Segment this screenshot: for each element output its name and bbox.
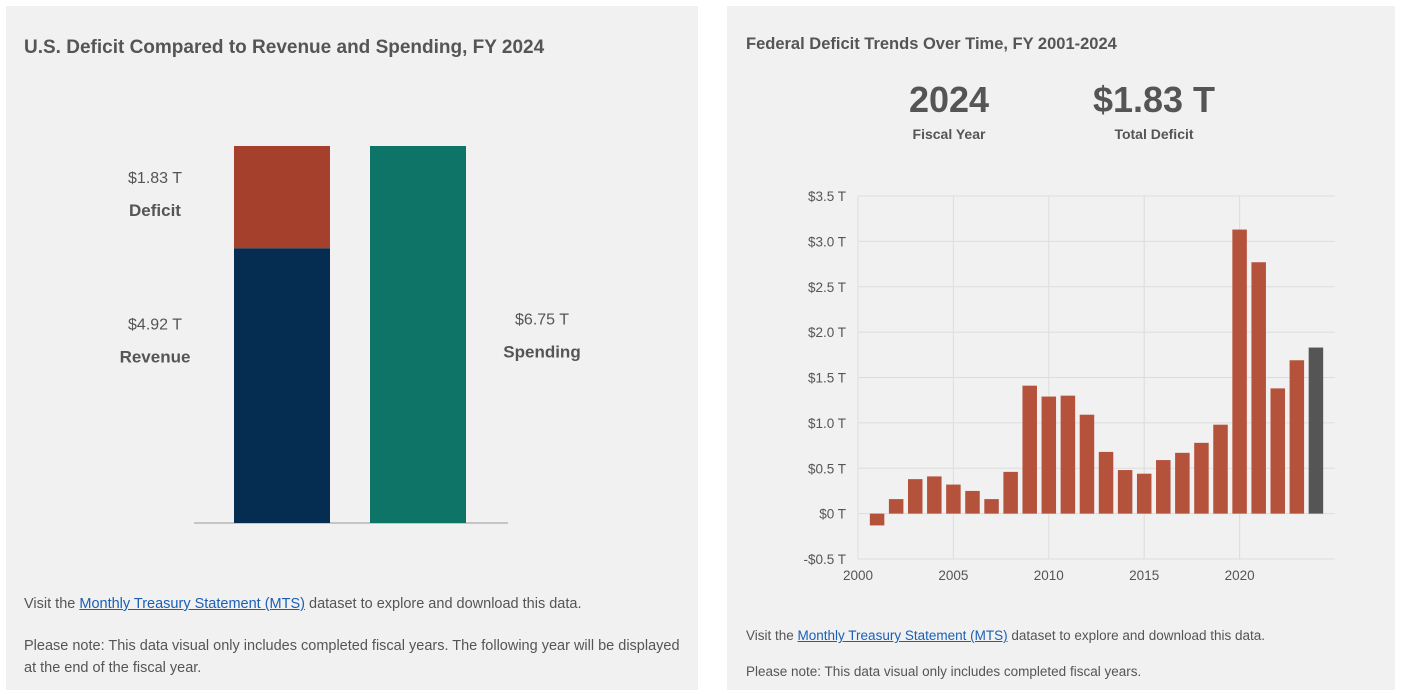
total-deficit-value: $1.83 T [1093,79,1215,120]
deficit-bar-2021[interactable] [1251,262,1266,514]
deficit-bar-2011[interactable] [1060,395,1076,514]
deficit-bar-2022[interactable] [1270,388,1286,514]
left-source-note: Visit the Monthly Treasury Statement (MT… [24,593,684,615]
deficit-trends-chart: 2024 Fiscal Year $1.83 T Total Deficit -… [803,79,1335,583]
right-mts-link[interactable]: Monthly Treasury Statement (MTS) [797,628,1008,643]
right-completed-years-note: Please note: This data visual only inclu… [746,664,1142,679]
deficit-bar-2018[interactable] [1194,442,1209,514]
deficit-bar-2002[interactable] [888,499,904,514]
deficit-bar-2004[interactable] [927,476,942,514]
deficit-bar-2008[interactable] [1003,471,1018,514]
deficit-bar-2009[interactable] [1022,385,1037,514]
deficit-bar-2010[interactable] [1041,396,1057,514]
spending-name-label: Spending [503,343,580,362]
deficit-trends-title: Federal Deficit Trends Over Time, FY 200… [746,35,1117,53]
left-note-prefix: Visit the [24,596,80,612]
revenue-name-label: Revenue [120,348,191,367]
deficit-bar-2020[interactable] [1232,229,1247,514]
y-tick-label: $0 T [819,507,846,522]
fiscal-year-label: Fiscal Year [913,126,986,142]
y-tick-label: $3.0 T [808,234,846,249]
y-tick-label: $1.5 T [808,371,846,386]
deficit-comparison-chart: $1.83 T Deficit $4.92 T Revenue $6.75 T Spend… [120,146,581,524]
deficit-bar-2003[interactable] [907,479,923,514]
deficit-bar-2017[interactable] [1175,452,1190,514]
spending-value-label: $6.75 T [515,312,569,329]
bar-deficit [234,146,330,249]
y-tick-label: $0.5 T [808,461,846,476]
y-tick-label: -$0.5 T [803,552,846,567]
fiscal-year-value: 2024 [909,79,989,120]
left-note-suffix: dataset to explore and download this dat… [304,596,582,612]
x-tick-label: 2015 [1129,568,1159,583]
deficit-comparison-panel: U.S. Deficit Compared to Revenue and Spe… [6,6,698,690]
deficit-bar-2024[interactable] [1308,347,1324,514]
deficit-bar-2016[interactable] [1156,460,1171,514]
bar-revenue [234,248,330,523]
deficit-bar-2012[interactable] [1079,414,1095,514]
deficit-bar-2015[interactable] [1136,473,1152,514]
deficit-name-label: Deficit [129,201,181,220]
deficit-trends-panel: Federal Deficit Trends Over Time, FY 200… [727,6,1395,690]
deficit-bar-2023[interactable] [1289,360,1305,514]
revenue-value-label: $4.92 T [128,317,182,334]
deficit-bar-2007[interactable] [984,499,999,514]
y-tick-label: $2.0 T [808,325,846,340]
deficit-bar-2014[interactable] [1117,470,1133,514]
right-source-note: Visit the Monthly Treasury Statement (MT… [746,625,1386,647]
deficit-bar-2006[interactable] [965,490,980,514]
x-tick-label: 2020 [1225,568,1255,583]
y-tick-label: $3.5 T [808,189,846,204]
left-completed-years-note: Please note: This data visual only inclu… [24,638,680,676]
right-note-prefix: Visit the [746,628,798,643]
y-tick-label: $1.0 T [808,416,846,431]
deficit-value-label: $1.83 T [128,170,182,187]
x-tick-label: 2005 [938,568,968,583]
deficit-bar-2013[interactable] [1098,451,1114,514]
x-tick-label: 2000 [843,568,873,583]
deficit-comparison-title: U.S. Deficit Compared to Revenue and Spe… [24,37,545,58]
y-tick-label: $2.5 T [808,280,846,295]
left-mts-link[interactable]: Monthly Treasury Statement (MTS) [79,596,305,612]
total-deficit-label: Total Deficit [1114,126,1193,142]
deficit-bar-2019[interactable] [1213,424,1228,514]
right-note-suffix: dataset to explore and download this dat… [1007,628,1266,643]
deficit-bar-2001[interactable] [869,513,885,526]
bar-spending [370,146,466,523]
x-tick-label: 2010 [1034,568,1064,583]
deficit-bar-2005[interactable] [946,484,961,514]
